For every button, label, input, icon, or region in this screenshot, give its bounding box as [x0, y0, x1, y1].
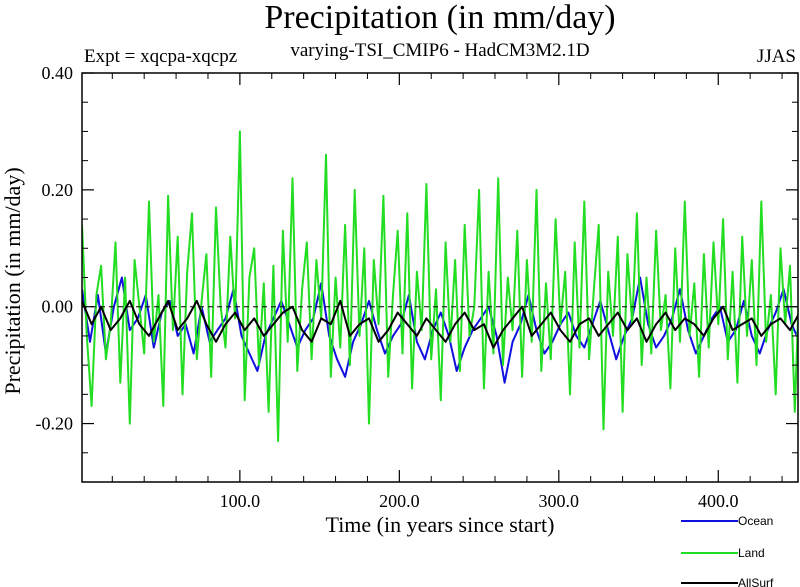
plot-area: 100.0 200.0 300.0 400.0 -0.20 0.00 0.20 0.40 [36, 63, 799, 511]
x-tick-label: 100.0 [220, 491, 261, 511]
x-tick-label: 200.0 [379, 491, 420, 511]
x-tick-label: 400.0 [698, 491, 739, 511]
chart-title: Precipitation (in mm/day) [264, 0, 615, 36]
subtitle-center: varying-TSI_CMIP6 - HadCM3M2.1D [290, 40, 589, 61]
y-tick-label: 0.20 [42, 180, 74, 200]
x-tick-label: 300.0 [539, 491, 580, 511]
series-line-allsurf [82, 299, 798, 349]
subtitle-left: Expt = xqcpa-xqcpz [84, 46, 237, 67]
legend-label-allsurf: AllSurf [738, 576, 774, 587]
legend-label-land: Land [738, 546, 765, 560]
x-axis-label: Time (in years since start) [326, 512, 555, 537]
series-line-ocean [82, 276, 798, 384]
subtitle-right: JJAS [757, 46, 796, 67]
plot-frame [81, 72, 799, 483]
legend-label-ocean: Ocean [738, 514, 773, 528]
y-tick-label: 0.00 [42, 297, 74, 317]
y-tick-label: -0.20 [36, 414, 74, 434]
series-line-land [82, 130, 798, 443]
legend: Ocean Land AllSurf [681, 514, 774, 587]
y-axis-label: Precipitation (in mm/day) [0, 167, 25, 394]
y-tick-label: 0.40 [42, 63, 74, 83]
